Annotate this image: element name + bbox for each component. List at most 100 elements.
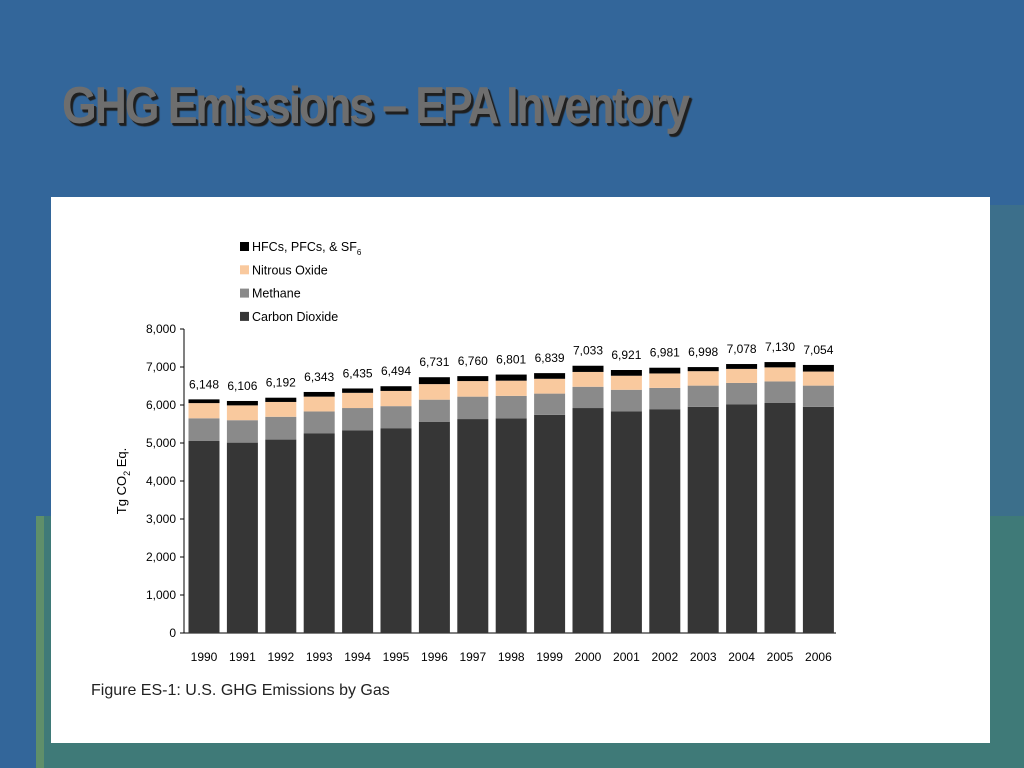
bar-total-label: 6,494 [381, 364, 411, 378]
x-tick-label: 1995 [383, 650, 410, 664]
bar-total-label: 6,106 [227, 379, 257, 393]
bar-segment-hfcs-pfcs-sf [726, 364, 758, 369]
bar-segment-methane [226, 420, 258, 443]
bar-segment-carbon-dioxide [457, 419, 489, 633]
bar-segment-nitrous-oxide [342, 392, 374, 409]
x-tick-label: 1999 [536, 650, 563, 664]
x-tick-label: 1993 [306, 650, 333, 664]
bar-segment-nitrous-oxide [610, 375, 642, 390]
bar-segment-carbon-dioxide [226, 442, 258, 633]
bar-segment-hfcs-pfcs-sf [303, 391, 335, 397]
bar-segment-methane [726, 382, 758, 405]
legend-swatch [240, 311, 249, 321]
bar-segment-carbon-dioxide [188, 440, 220, 633]
bar-segment-carbon-dioxide [726, 404, 758, 633]
background-accent-strip [36, 516, 44, 768]
bar-segment-carbon-dioxide [534, 414, 566, 633]
chart-panel: 0 1,000 2,000 3,000 4,000 5,000 6,000 7,000 8,00… [51, 197, 990, 743]
bar-segment-nitrous-oxide [687, 371, 719, 386]
bar-segment-nitrous-oxide [726, 368, 758, 383]
bar-segment-hfcs-pfcs-sf [495, 374, 527, 381]
bar-total-label: 7,078 [727, 342, 757, 356]
legend-label: Carbon Dioxide [252, 310, 338, 324]
bar-total-label: 7,054 [803, 343, 833, 357]
bar-segment-nitrous-oxide [457, 381, 489, 397]
bar-segment-methane [610, 389, 642, 412]
x-tick-label: 2004 [728, 650, 755, 664]
x-tick-label: 2005 [767, 650, 794, 664]
y-tick-label: 5,000 [146, 436, 176, 450]
x-tick-label: 2003 [690, 650, 717, 664]
bar-segment-hfcs-pfcs-sf [342, 388, 374, 393]
bar-segment-hfcs-pfcs-sf [418, 377, 450, 385]
x-tick-label: 1998 [498, 650, 525, 664]
bar-total-label: 6,760 [458, 354, 488, 368]
bar-segment-hfcs-pfcs-sf [380, 386, 412, 391]
bar-segment-nitrous-oxide [226, 405, 258, 421]
bar-segment-methane [802, 385, 834, 407]
figure-caption: Figure ES-1: U.S. GHG Emissions by Gas [91, 682, 390, 699]
y-tick-label: 3,000 [146, 512, 176, 526]
bar-segment-hfcs-pfcs-sf [534, 373, 566, 379]
y-tick-label: 6,000 [146, 398, 176, 412]
bar-segment-hfcs-pfcs-sf [764, 362, 796, 368]
bar-segment-carbon-dioxide [802, 406, 834, 633]
bar-segment-carbon-dioxide [418, 421, 450, 633]
bar-segment-methane [572, 386, 604, 409]
bar-total-label: 6,921 [611, 348, 641, 362]
x-tick-label: 1990 [191, 650, 218, 664]
bar-segment-hfcs-pfcs-sf [188, 399, 220, 404]
bar-total-label: 6,801 [496, 353, 526, 367]
bar-segment-hfcs-pfcs-sf [649, 367, 681, 374]
bar-segment-nitrous-oxide [418, 384, 450, 400]
bar-segment-carbon-dioxide [265, 439, 297, 633]
bar-segment-nitrous-oxide [649, 373, 681, 388]
legend-label: HFCs, PFCs, & SF6 [252, 240, 362, 257]
y-tick-label: 1,000 [146, 588, 176, 602]
bar-segment-carbon-dioxide [303, 433, 335, 633]
bar-segment-methane [418, 399, 450, 422]
bar-segment-nitrous-oxide [265, 401, 297, 417]
bar-segment-methane [649, 387, 681, 410]
slide-title: GHG Emissions – EPA Inventory [62, 77, 690, 135]
bar-segment-hfcs-pfcs-sf [457, 376, 489, 382]
bar-segment-nitrous-oxide [303, 396, 335, 412]
y-tick-label: 8,000 [146, 322, 176, 336]
y-tick-label: 7,000 [146, 360, 176, 374]
legend-label: Methane [252, 287, 301, 301]
bar-segment-methane [764, 381, 796, 403]
bar-segment-carbon-dioxide [649, 409, 681, 633]
bar-segment-methane [457, 396, 489, 420]
x-tick-label: 1996 [421, 650, 448, 664]
y-tick-label: 0 [169, 626, 176, 640]
bar-total-label: 6,731 [419, 355, 449, 369]
legend-swatch [240, 288, 249, 298]
bar-segment-methane [188, 418, 220, 441]
bar-segment-methane [303, 411, 335, 434]
bar-total-label: 7,130 [765, 340, 795, 354]
x-tick-label: 1991 [229, 650, 256, 664]
bar-segment-methane [534, 393, 566, 415]
bar-segment-hfcs-pfcs-sf [687, 367, 719, 372]
bar-segment-nitrous-oxide [764, 367, 796, 382]
bar-segment-carbon-dioxide [572, 408, 604, 633]
bar-total-label: 6,998 [688, 345, 718, 359]
x-tick-label: 1997 [459, 650, 486, 664]
bar-segment-carbon-dioxide [380, 428, 412, 633]
bar-segment-carbon-dioxide [342, 430, 374, 633]
y-tick-label: 2,000 [146, 550, 176, 564]
x-tick-label: 2001 [613, 650, 640, 664]
bar-segment-hfcs-pfcs-sf [572, 365, 604, 372]
x-tick-label: 2002 [651, 650, 678, 664]
bar-total-label: 6,343 [304, 370, 334, 384]
legend-swatch [240, 265, 249, 275]
bar-total-label: 6,435 [343, 366, 373, 380]
x-tick-label: 1992 [267, 650, 294, 664]
bar-segment-hfcs-pfcs-sf [226, 400, 258, 406]
bar-total-label: 6,192 [266, 376, 296, 390]
legend-swatch [240, 242, 249, 251]
bar-total-label: 6,981 [650, 346, 680, 360]
bar-total-label: 7,033 [573, 344, 603, 358]
x-tick-label: 2000 [575, 650, 602, 664]
bar-segment-nitrous-oxide [534, 378, 566, 394]
